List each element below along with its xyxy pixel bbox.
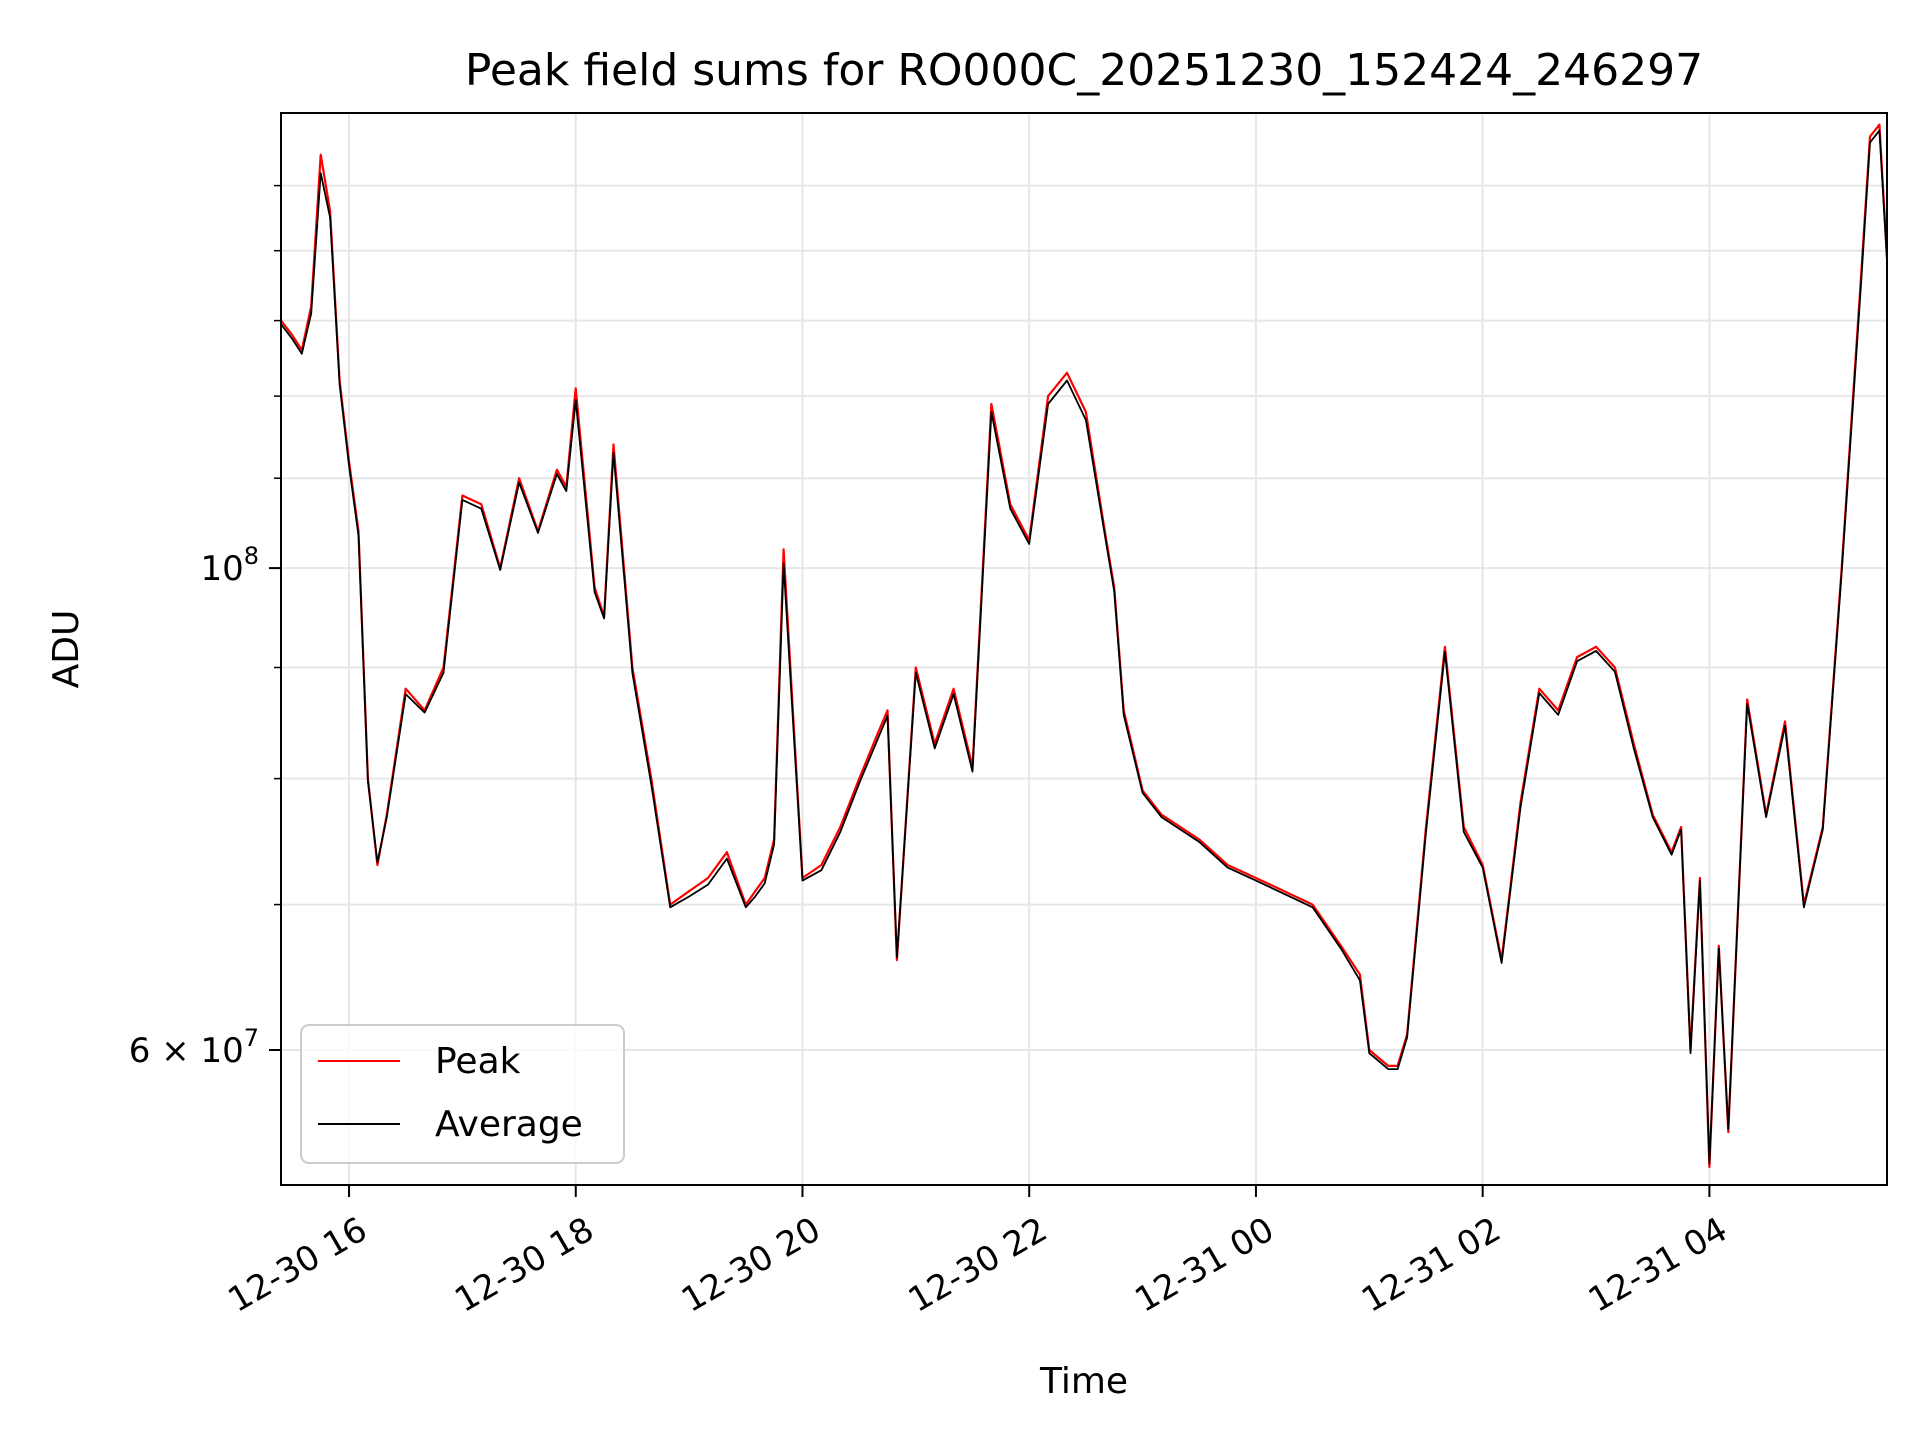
y-axis-label: ADU xyxy=(46,610,87,689)
y-tick-label: 108 xyxy=(200,542,259,589)
legend-label-peak: Peak xyxy=(435,1041,521,1082)
legend-box xyxy=(300,1024,625,1164)
series-line-average xyxy=(281,129,1887,1165)
y-tick-base: 10 xyxy=(200,549,243,589)
series-layer xyxy=(281,123,1887,1169)
axes-frame xyxy=(280,112,1888,1186)
legend: Peak Average xyxy=(300,1024,625,1164)
plot-area xyxy=(281,123,1887,1169)
y-tick-exponent: 8 xyxy=(244,542,259,570)
legend-label-average: Average xyxy=(435,1104,583,1145)
y-tick-exponent: 7 xyxy=(244,1024,259,1052)
chart-title: Peak field sums for RO000C_20251230_1524… xyxy=(465,45,1703,96)
x-axis-label: Time xyxy=(1039,1361,1128,1402)
y-tick-base: 10 xyxy=(200,1031,243,1071)
y-tick-mantissa: 6 × xyxy=(129,1031,201,1071)
y-tick-label: 6 × 107 xyxy=(129,1024,259,1071)
